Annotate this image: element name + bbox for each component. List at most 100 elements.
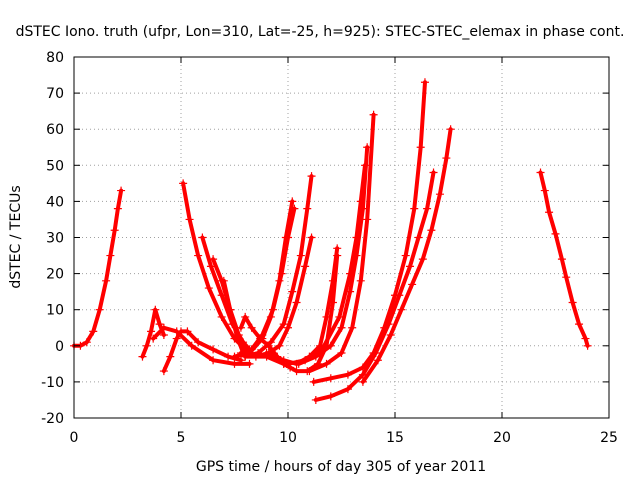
data-point bbox=[446, 125, 455, 134]
data-point bbox=[149, 334, 158, 343]
data-point bbox=[185, 215, 194, 224]
series-4 bbox=[149, 323, 254, 368]
data-point bbox=[204, 284, 213, 293]
data-point bbox=[557, 255, 566, 264]
data-point bbox=[352, 251, 361, 260]
y-tick-label: 60 bbox=[46, 122, 64, 138]
y-tick-label: -10 bbox=[41, 375, 64, 391]
data-point bbox=[142, 341, 151, 350]
data-point bbox=[386, 330, 395, 339]
series-layer bbox=[70, 78, 592, 404]
series-line bbox=[221, 278, 246, 355]
series-1 bbox=[70, 186, 126, 350]
series-line bbox=[538, 170, 590, 348]
data-point bbox=[301, 262, 310, 271]
data-point bbox=[333, 244, 342, 253]
data-point bbox=[575, 320, 584, 329]
data-point bbox=[194, 251, 203, 260]
data-point bbox=[568, 298, 577, 307]
data-point bbox=[147, 327, 156, 336]
data-point bbox=[269, 305, 278, 314]
data-point bbox=[305, 367, 314, 376]
data-point bbox=[343, 370, 352, 379]
data-point bbox=[348, 323, 357, 332]
data-point bbox=[89, 327, 98, 336]
data-point bbox=[106, 251, 115, 260]
data-point bbox=[326, 374, 335, 383]
data-point bbox=[292, 367, 301, 376]
data-point bbox=[401, 251, 410, 260]
series-line bbox=[181, 181, 254, 355]
y-tick-label: 70 bbox=[46, 86, 64, 102]
series-17 bbox=[294, 143, 372, 368]
data-point bbox=[536, 168, 545, 177]
data-point bbox=[275, 341, 284, 350]
y-tick-label: 80 bbox=[46, 50, 64, 66]
data-point bbox=[545, 208, 554, 217]
series-line bbox=[72, 188, 124, 348]
data-point bbox=[284, 233, 292, 242]
data-point bbox=[343, 385, 352, 394]
data-point bbox=[151, 305, 160, 314]
data-point bbox=[172, 334, 181, 343]
y-tick-label: 40 bbox=[46, 194, 64, 210]
data-point bbox=[194, 338, 203, 347]
y-tick-label: 20 bbox=[46, 267, 64, 283]
data-point bbox=[138, 352, 147, 361]
series-11 bbox=[236, 204, 299, 358]
data-point bbox=[294, 359, 303, 368]
data-point bbox=[397, 305, 406, 314]
data-point bbox=[395, 291, 404, 300]
data-point bbox=[284, 323, 292, 332]
data-point bbox=[230, 352, 239, 361]
data-point bbox=[562, 273, 571, 282]
data-point bbox=[241, 352, 250, 361]
data-point bbox=[219, 276, 228, 285]
data-point bbox=[328, 276, 337, 285]
data-point bbox=[418, 255, 427, 264]
data-point bbox=[303, 204, 312, 213]
data-point bbox=[217, 312, 226, 321]
series-line bbox=[296, 145, 370, 366]
data-point bbox=[236, 349, 245, 358]
data-point bbox=[405, 262, 414, 271]
x-axis-label: GPS time / hours of day 305 of year 2011 bbox=[196, 459, 486, 475]
tick-marks bbox=[73, 56, 610, 419]
data-point bbox=[172, 327, 181, 336]
data-point bbox=[288, 197, 297, 206]
chart-title: dSTEC Iono. truth (ufpr, Lon=310, Lat=-2… bbox=[16, 24, 625, 40]
data-point bbox=[288, 287, 297, 296]
data-point bbox=[155, 320, 164, 329]
series-line bbox=[140, 307, 166, 359]
series-line bbox=[360, 127, 453, 384]
data-point bbox=[247, 323, 256, 332]
data-point bbox=[292, 298, 301, 307]
y-axis-label: dSTEC / TECUs bbox=[8, 185, 24, 288]
data-point bbox=[296, 251, 305, 260]
data-point bbox=[206, 262, 215, 271]
data-point bbox=[284, 359, 292, 368]
x-tick-label: 15 bbox=[386, 430, 404, 446]
x-tick-label: 10 bbox=[279, 430, 297, 446]
data-point bbox=[429, 168, 438, 177]
data-point bbox=[209, 356, 218, 365]
data-point bbox=[363, 215, 372, 224]
data-point bbox=[358, 204, 367, 213]
data-point bbox=[322, 312, 331, 321]
data-point bbox=[159, 367, 168, 376]
data-point bbox=[326, 341, 335, 350]
data-point bbox=[371, 349, 380, 358]
data-point bbox=[183, 327, 192, 336]
data-point bbox=[309, 377, 318, 386]
y-tick-label: 30 bbox=[46, 231, 64, 247]
data-point bbox=[442, 154, 451, 163]
data-point bbox=[410, 204, 419, 213]
data-point bbox=[277, 269, 286, 278]
data-point bbox=[408, 280, 417, 289]
data-point bbox=[236, 323, 245, 332]
data-point bbox=[346, 287, 355, 296]
data-point bbox=[279, 356, 288, 365]
data-point bbox=[337, 323, 346, 332]
data-point bbox=[423, 204, 432, 213]
series-line bbox=[307, 112, 376, 374]
